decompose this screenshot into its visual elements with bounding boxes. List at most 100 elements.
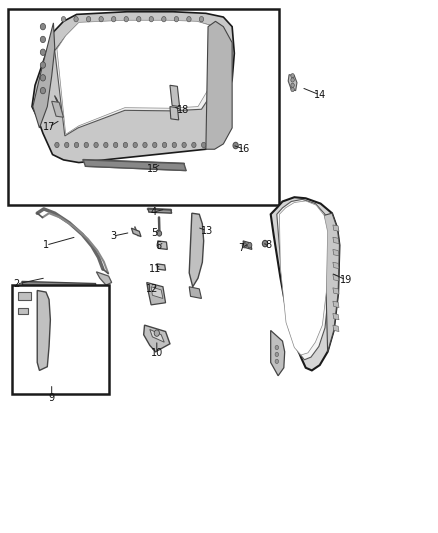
Text: 19: 19 xyxy=(340,275,352,285)
Polygon shape xyxy=(333,313,339,320)
Polygon shape xyxy=(37,290,50,370)
Text: 8: 8 xyxy=(266,240,272,250)
Circle shape xyxy=(291,87,294,92)
Circle shape xyxy=(201,142,206,148)
Text: 12: 12 xyxy=(146,284,158,294)
Polygon shape xyxy=(148,209,172,213)
Circle shape xyxy=(291,83,294,87)
Polygon shape xyxy=(83,160,186,171)
Polygon shape xyxy=(151,287,163,298)
Text: 1: 1 xyxy=(43,240,49,250)
Polygon shape xyxy=(189,213,204,287)
Circle shape xyxy=(162,142,167,148)
Polygon shape xyxy=(131,228,141,237)
Circle shape xyxy=(40,75,46,81)
Polygon shape xyxy=(333,237,339,244)
Text: 2: 2 xyxy=(14,279,20,289)
Text: 18: 18 xyxy=(177,106,189,115)
Circle shape xyxy=(61,17,66,22)
Circle shape xyxy=(157,231,162,236)
Circle shape xyxy=(124,17,128,22)
Polygon shape xyxy=(271,330,285,376)
Circle shape xyxy=(149,17,153,22)
Circle shape xyxy=(291,74,294,78)
Circle shape xyxy=(99,17,103,22)
Polygon shape xyxy=(32,12,234,163)
Circle shape xyxy=(262,240,268,247)
Circle shape xyxy=(123,142,127,148)
Circle shape xyxy=(94,142,98,148)
Polygon shape xyxy=(170,107,179,120)
Circle shape xyxy=(275,359,279,364)
Circle shape xyxy=(143,142,147,148)
Circle shape xyxy=(40,62,46,68)
Polygon shape xyxy=(22,288,96,294)
Text: 14: 14 xyxy=(314,90,326,100)
Polygon shape xyxy=(22,281,96,288)
Text: 10: 10 xyxy=(151,348,163,358)
Circle shape xyxy=(112,17,116,22)
Circle shape xyxy=(275,345,279,350)
Polygon shape xyxy=(189,287,201,298)
Circle shape xyxy=(182,142,186,148)
Circle shape xyxy=(40,49,46,55)
Bar xyxy=(18,292,31,300)
Circle shape xyxy=(40,23,46,30)
Text: 11: 11 xyxy=(149,264,162,273)
Circle shape xyxy=(275,352,279,357)
Polygon shape xyxy=(333,274,339,281)
Bar xyxy=(12,285,109,394)
Polygon shape xyxy=(55,21,221,136)
Circle shape xyxy=(137,17,141,22)
Polygon shape xyxy=(57,20,217,134)
Polygon shape xyxy=(33,23,55,128)
Circle shape xyxy=(113,142,118,148)
Text: 5: 5 xyxy=(151,229,157,238)
Polygon shape xyxy=(243,241,252,249)
Bar xyxy=(18,308,28,314)
Polygon shape xyxy=(277,199,329,360)
Circle shape xyxy=(40,87,46,94)
Circle shape xyxy=(84,142,88,148)
Polygon shape xyxy=(324,213,339,352)
Circle shape xyxy=(64,142,69,148)
Polygon shape xyxy=(333,249,339,256)
Circle shape xyxy=(55,142,59,148)
Polygon shape xyxy=(333,288,339,294)
Polygon shape xyxy=(333,262,339,269)
Bar xyxy=(8,9,279,205)
Circle shape xyxy=(199,17,204,22)
Circle shape xyxy=(152,142,157,148)
Polygon shape xyxy=(144,325,170,352)
Circle shape xyxy=(74,142,79,148)
Text: 16: 16 xyxy=(238,144,251,154)
Polygon shape xyxy=(288,75,297,91)
Text: 15: 15 xyxy=(147,164,159,174)
Circle shape xyxy=(187,17,191,22)
Polygon shape xyxy=(52,101,64,117)
Polygon shape xyxy=(279,201,328,355)
Polygon shape xyxy=(147,282,166,305)
Text: 7: 7 xyxy=(239,243,245,253)
Circle shape xyxy=(154,330,159,336)
Polygon shape xyxy=(96,272,112,285)
Polygon shape xyxy=(206,21,232,149)
Text: 17: 17 xyxy=(43,122,55,132)
Text: 3: 3 xyxy=(110,231,116,241)
Polygon shape xyxy=(158,241,167,249)
Polygon shape xyxy=(333,301,339,308)
Polygon shape xyxy=(271,197,339,370)
Text: 4: 4 xyxy=(150,207,156,217)
Polygon shape xyxy=(333,225,339,231)
Polygon shape xyxy=(157,264,166,270)
Circle shape xyxy=(162,17,166,22)
Circle shape xyxy=(233,142,238,149)
Circle shape xyxy=(104,142,108,148)
Circle shape xyxy=(86,17,91,22)
Polygon shape xyxy=(333,325,339,332)
Circle shape xyxy=(174,17,179,22)
Circle shape xyxy=(74,17,78,22)
Polygon shape xyxy=(170,85,180,107)
Circle shape xyxy=(242,243,247,248)
Circle shape xyxy=(133,142,138,148)
